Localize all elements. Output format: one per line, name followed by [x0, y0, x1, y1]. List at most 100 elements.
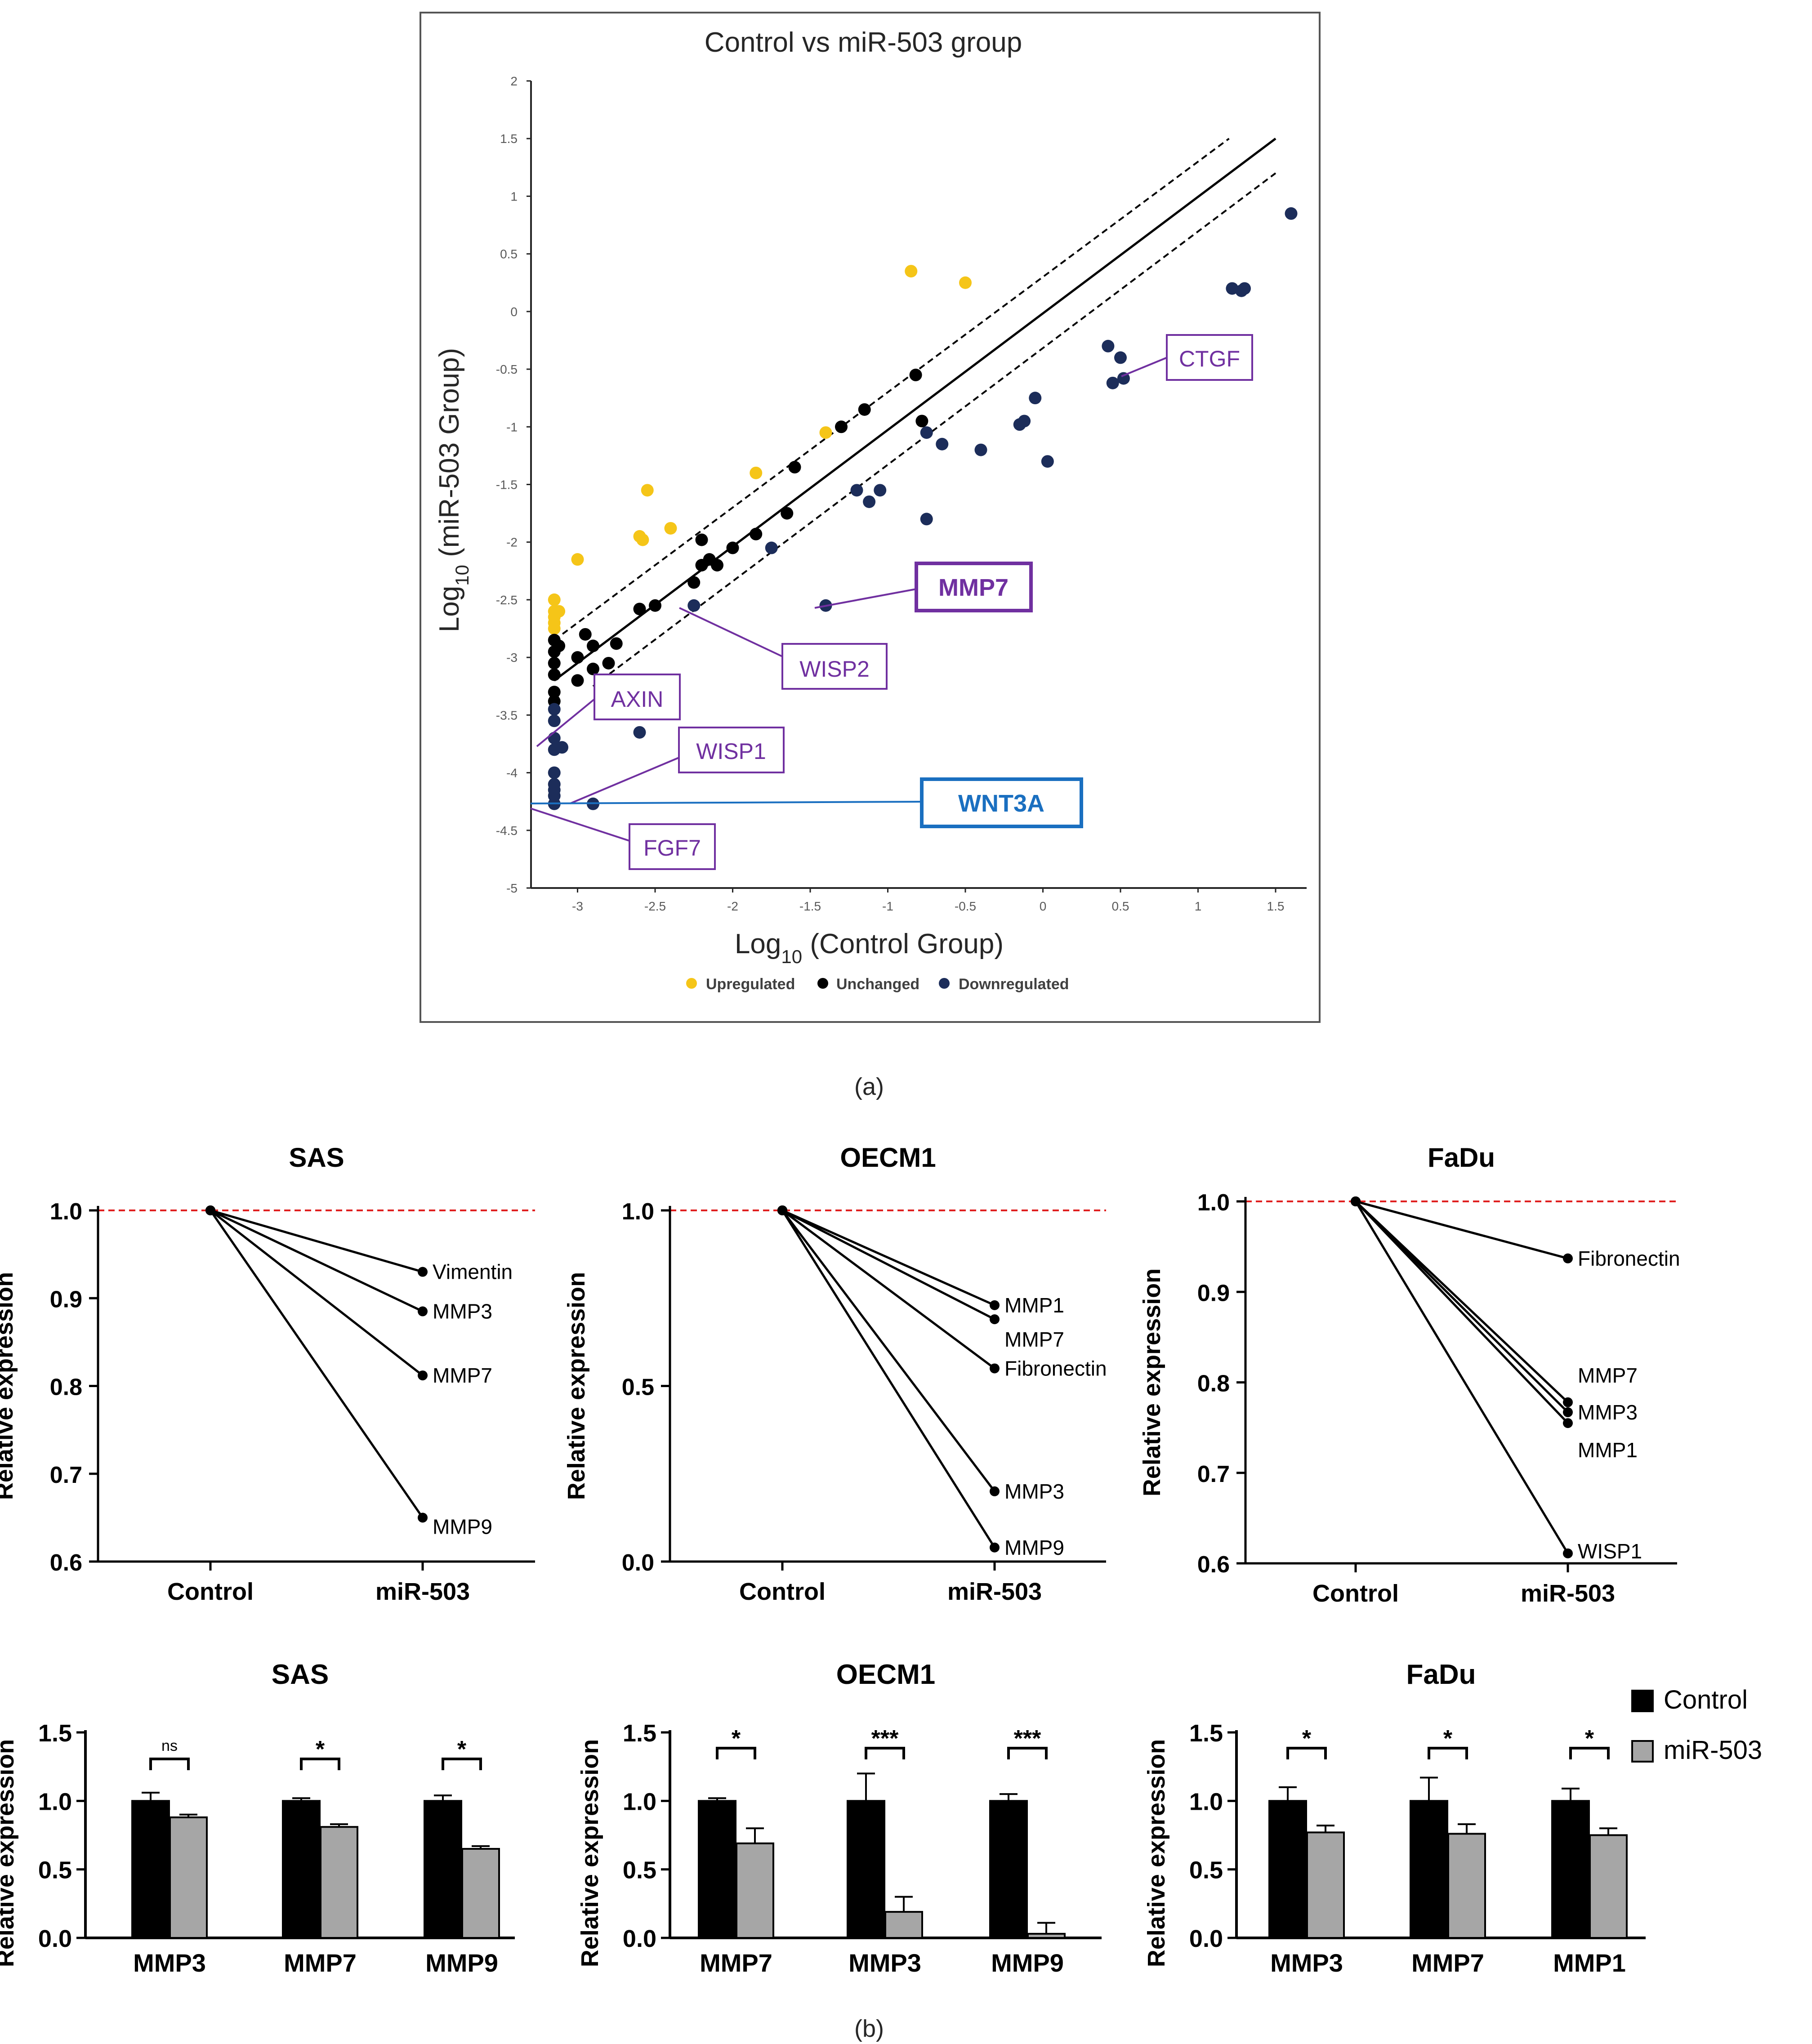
- bar-y-axis-title-fadu: Relative expression: [1143, 1739, 1170, 1967]
- line-series-fibronectin: [781, 1209, 995, 1370]
- scatter-point-upregulated: [548, 593, 561, 606]
- line-series-mmp3: [781, 1209, 995, 1492]
- scatter-point-downregulated: [633, 726, 646, 739]
- ctgf-leader-line: [1121, 357, 1168, 377]
- significance-label-mmp9: ***: [1014, 1726, 1041, 1752]
- legend-label-unchanged: Unchanged: [836, 976, 919, 993]
- scatter-point-upregulated: [571, 553, 584, 566]
- line-y-axis-title-fadu: Relative expression: [1138, 1268, 1165, 1496]
- legend-swatch-control: [1631, 1690, 1654, 1712]
- scatter-y-tick-label: -5: [506, 881, 518, 895]
- scatter-point-downregulated: [1106, 376, 1119, 389]
- legend-label-downregulated: Downregulated: [959, 976, 1069, 993]
- wisp1-label-box: [678, 727, 785, 773]
- bar-control-mmp3: [847, 1800, 885, 1939]
- scatter-point-downregulated: [920, 426, 933, 439]
- line-x-tick-label-fadu: Control: [1312, 1580, 1399, 1607]
- scatter-line-identity: [553, 138, 1276, 682]
- scatter-title: Control vs miR-503 group: [705, 27, 1022, 58]
- line-series-label-mmp3: MMP3: [1578, 1401, 1638, 1424]
- scatter-x-tick-label: -3: [572, 899, 583, 913]
- bar-title-oecm1: OECM1: [836, 1659, 935, 1690]
- scatter-point-unchanged: [858, 403, 871, 416]
- bar-legend: Control miR-503: [1631, 1685, 1762, 1765]
- scatter-point-downregulated: [1102, 339, 1115, 353]
- line-series-label-mmp3: MMP3: [433, 1300, 492, 1323]
- line-y-tick-label-fadu: 1.0: [1197, 1190, 1230, 1216]
- bar-mir-503-mmp3: [884, 1911, 923, 1939]
- scatter-point-unchanged: [587, 639, 599, 652]
- fgf7-label-box: [629, 823, 716, 870]
- scatter-point-unchanged: [687, 576, 701, 589]
- bar-y-tick-label-sas: 1.0: [38, 1788, 72, 1815]
- scatter-point-upregulated: [750, 466, 763, 479]
- bar-y-tick-label-fadu: 0.5: [1189, 1857, 1223, 1884]
- scatter-point-downregulated: [920, 513, 933, 526]
- bar-y-tick-label-sas: 0.0: [38, 1925, 72, 1952]
- line-y-tick-label-sas: 0.8: [50, 1375, 82, 1401]
- line-series-label-fibronectin: Fibronectin: [1578, 1247, 1680, 1270]
- legend-dot-upregulated: [686, 978, 697, 989]
- scatter-y-tick-label: -3.5: [496, 708, 518, 722]
- bar-y-axis-title-sas: Relative expression: [0, 1739, 19, 1967]
- line-point-mir503-mmp3: [418, 1306, 428, 1317]
- bar-mir-503-mmp7: [320, 1826, 358, 1939]
- bar-title-fadu: FaDu: [1406, 1659, 1476, 1690]
- line-series-mmp9: [209, 1209, 424, 1518]
- line-y-tick-label-fadu: 0.9: [1197, 1280, 1230, 1306]
- scatter-point-upregulated: [553, 605, 566, 618]
- wisp2-label-box: [781, 643, 888, 690]
- bar-y-tick-label-fadu: 0.0: [1189, 1925, 1223, 1952]
- scatter-point-unchanged: [587, 662, 599, 675]
- significance-label-mmp7: *: [1443, 1726, 1453, 1752]
- line-y-axis-title-sas: Relative expression: [0, 1272, 18, 1500]
- bar-chart-oecm1: OECM1 Relative expression 1.5 1.0 0.5 0.0 * MMP…: [576, 1659, 1102, 1977]
- line-series-wisp1: [1354, 1201, 1569, 1554]
- line-chart-oecm1: OECM1 Relative expression 1.0 0.5 0.0 Control…: [563, 1142, 1107, 1605]
- wnt3a-label-box: [920, 777, 1083, 828]
- legend-label-control: Control: [1664, 1685, 1748, 1714]
- legend-swatch-mir503: [1631, 1740, 1654, 1763]
- scatter-x-axis-title: Log10 (Control Group): [735, 928, 1004, 967]
- axin-label: AXIN: [611, 687, 664, 712]
- line-title-sas: SAS: [289, 1142, 344, 1173]
- scatter-point-upregulated: [819, 426, 832, 439]
- bar-mir-503-mmp9: [1027, 1932, 1066, 1939]
- line-x-tick-label-fadu: miR-503: [1521, 1580, 1615, 1607]
- legend-dot-downregulated: [939, 978, 950, 989]
- scatter-x-tick-label: -0.5: [955, 899, 976, 913]
- line-chart-fadu: FaDu Relative expression 1.0 0.9 0.8 0.7 0.6 Co…: [1138, 1142, 1680, 1607]
- bar-x-tick-label-mmp1: MMP1: [1553, 1949, 1626, 1977]
- line-series-label-mmp7: MMP7: [433, 1364, 492, 1387]
- scatter-y-tick-label: -4.5: [496, 824, 518, 838]
- scatter-y-tick-label: -0.5: [496, 362, 518, 376]
- scatter-x-tick-label: -2.5: [644, 899, 666, 913]
- scatter-point-downregulated: [1117, 372, 1130, 385]
- line-x-tick-label-oecm1: miR-503: [947, 1578, 1042, 1605]
- bar-y-tick-label-fadu: 1.0: [1189, 1788, 1223, 1815]
- wisp2-label: WISP2: [799, 656, 870, 682]
- scatter-y-tick-label: 1: [510, 189, 518, 203]
- line-point-control-mmp9: [777, 1205, 787, 1215]
- scatter-point-unchanged: [788, 461, 801, 474]
- significance-label-mmp7: *: [316, 1736, 325, 1763]
- bar-x-tick-label-mmp3: MMP3: [133, 1949, 206, 1977]
- mmp7-leader-line: [814, 588, 917, 609]
- panel-label-b: (b): [854, 2015, 884, 2042]
- scatter-point-downregulated: [863, 495, 876, 508]
- bar-mir-503-mmp7: [1447, 1833, 1486, 1939]
- scatter-point-unchanged: [909, 368, 922, 381]
- line-y-tick-label-oecm1: 0.5: [622, 1375, 654, 1401]
- line-point-mir503-mmp7: [1563, 1397, 1573, 1407]
- scatter-point-unchanged: [571, 674, 584, 687]
- line-point-mir503-mmp9: [418, 1513, 428, 1523]
- line-point-mir503-mmp3: [990, 1486, 1000, 1496]
- bar-x-tick-label-mmp9: MMP9: [991, 1949, 1064, 1977]
- line-series-label-mmp9: MMP9: [433, 1515, 492, 1538]
- line-series-fibronectin: [1355, 1200, 1568, 1260]
- fgf7-label: FGF7: [643, 835, 701, 861]
- scatter-point-downregulated: [548, 703, 561, 716]
- scatter-point-unchanged: [711, 559, 723, 571]
- scatter-point-downregulated: [687, 599, 701, 612]
- line-y-tick-label-fadu: 0.8: [1197, 1371, 1230, 1397]
